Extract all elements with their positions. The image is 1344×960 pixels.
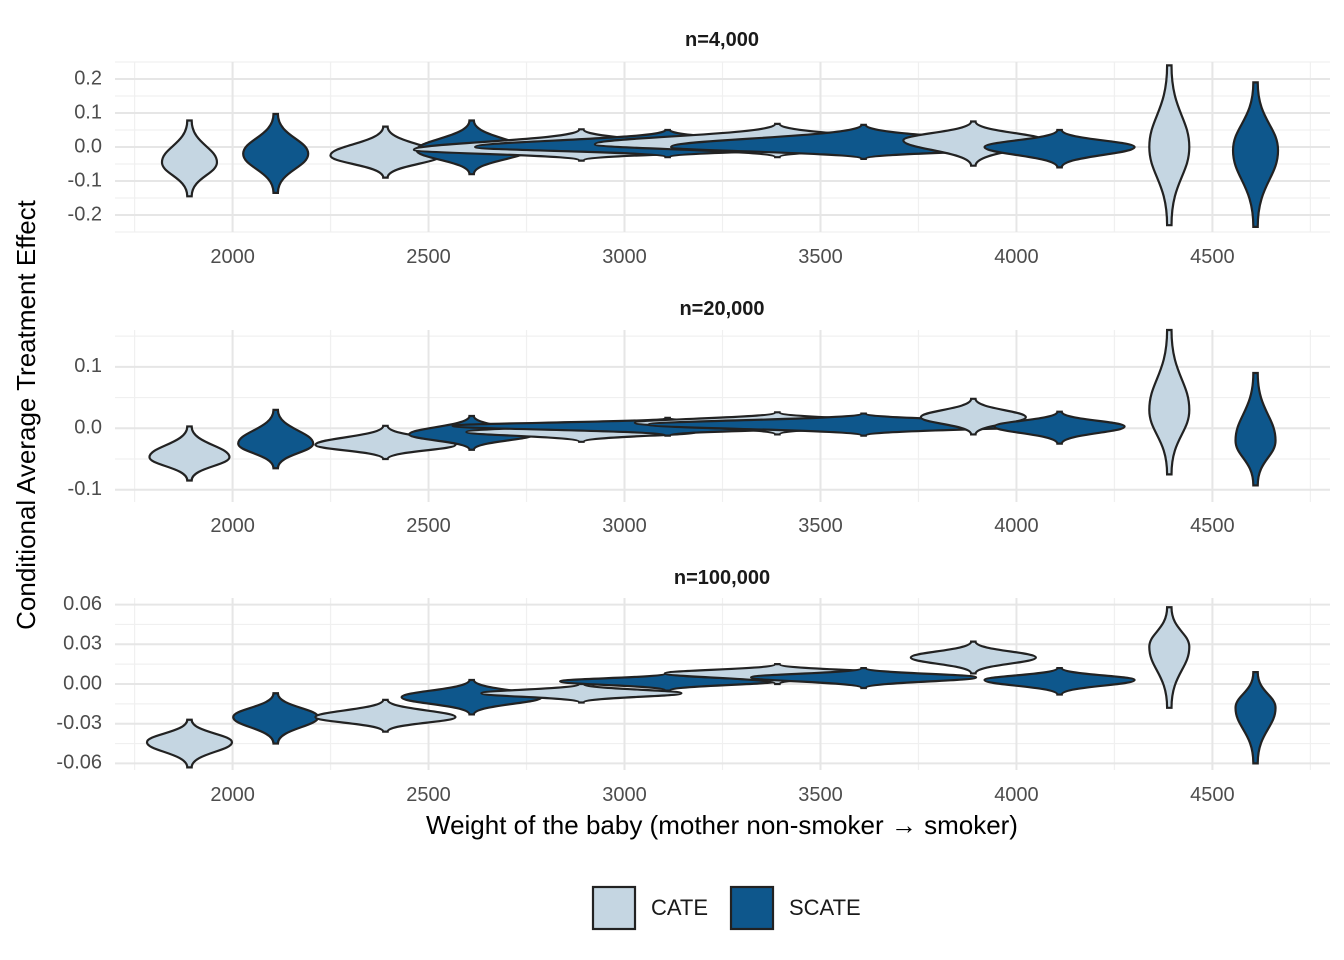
y-axis-title: Conditional Average Treatment Effect: [11, 199, 41, 630]
y-tick-label: 0.2: [74, 67, 102, 89]
violin-cate: [148, 425, 231, 482]
violin-scate: [242, 112, 310, 194]
y-tick-label: 0.0: [74, 417, 102, 439]
panel-1: n=4,000 0.2 0.1 0.0 -0.1 -0.2 2000 2500 3000 3500…: [68, 29, 1330, 268]
y-tick-label: 0.1: [74, 355, 102, 377]
panels-layer: n=4,000 0.2 0.1 0.0 -0.1 -0.2 2000 2500 3000 3500…: [56, 29, 1330, 806]
violin-cate: [160, 119, 219, 198]
x-tick-label: 4500: [1190, 784, 1235, 806]
violin-cate: [902, 120, 1045, 167]
x-tick-label: 4000: [994, 246, 1039, 268]
y-tick-label: 0.03: [63, 633, 102, 655]
x-tick-label: 3500: [798, 515, 843, 537]
y-tick-label: 0.00: [63, 672, 102, 694]
y-tick-label: -0.1: [68, 169, 102, 191]
violin-scate: [1231, 81, 1280, 228]
x-tick-label: 4000: [994, 515, 1039, 537]
violin-scate: [749, 667, 978, 690]
violin-scate: [237, 408, 315, 470]
violin-cate: [1148, 64, 1191, 227]
x-tick-label: 2000: [210, 515, 255, 537]
y-tick-label: -0.06: [56, 752, 102, 774]
y-tick-label: -0.03: [56, 712, 102, 734]
y-tick-label: 0.1: [74, 101, 102, 123]
y-tick-label: 0.06: [63, 593, 102, 615]
y-tick-label: -0.2: [68, 203, 102, 225]
legend-label-scate: SCATE: [789, 895, 861, 920]
panel-3: n=100,000 0.06 0.03 0.00 -0.03 -0.06 2000 2500 3…: [56, 567, 1330, 806]
x-tick-label: 2000: [210, 246, 255, 268]
panel-title: n=20,000: [679, 298, 764, 320]
violin-scate: [983, 667, 1136, 696]
y-tick-label: 0.0: [74, 135, 102, 157]
y-tick-label: -0.1: [68, 478, 102, 500]
x-tick-label: 3500: [798, 246, 843, 268]
violin-cate: [1148, 328, 1191, 476]
x-tick-label: 3000: [602, 784, 647, 806]
x-tick-label: 2000: [210, 784, 255, 806]
x-tick-label: 4000: [994, 784, 1039, 806]
panel-title: n=4,000: [685, 29, 759, 51]
violin-scate: [1234, 670, 1277, 765]
x-tick-label: 2500: [406, 246, 451, 268]
violin-cate: [909, 640, 1037, 675]
violin-scate: [983, 128, 1136, 169]
violin-cate: [480, 682, 683, 704]
violin-cate: [145, 718, 234, 769]
legend-label-cate: CATE: [651, 895, 708, 920]
legend: CATE SCATE: [591, 885, 861, 931]
x-tick-label: 2500: [406, 784, 451, 806]
x-axis-title: Weight of the baby (mother non-smoker → …: [426, 810, 1018, 840]
legend-swatch-scate: [729, 885, 775, 931]
x-tick-label: 3500: [798, 784, 843, 806]
violin-scate: [993, 410, 1126, 445]
panel-2: n=20,000 0.1 0.0 -0.1 2000 2500 3000 3500 4000 45…: [68, 298, 1330, 537]
violin-scate: [232, 692, 320, 745]
violin-cate: [314, 698, 457, 733]
x-tick-label: 4500: [1190, 515, 1235, 537]
x-tick-label: 2500: [406, 515, 451, 537]
violin-scate: [1234, 371, 1277, 487]
x-tick-label: 3000: [602, 246, 647, 268]
x-tick-label: 3000: [602, 515, 647, 537]
violin-cate: [1148, 606, 1191, 709]
x-tick-label: 4500: [1190, 246, 1235, 268]
legend-swatch-cate: [591, 885, 637, 931]
panel-title: n=100,000: [674, 567, 770, 589]
violin-cate: [919, 397, 1027, 436]
